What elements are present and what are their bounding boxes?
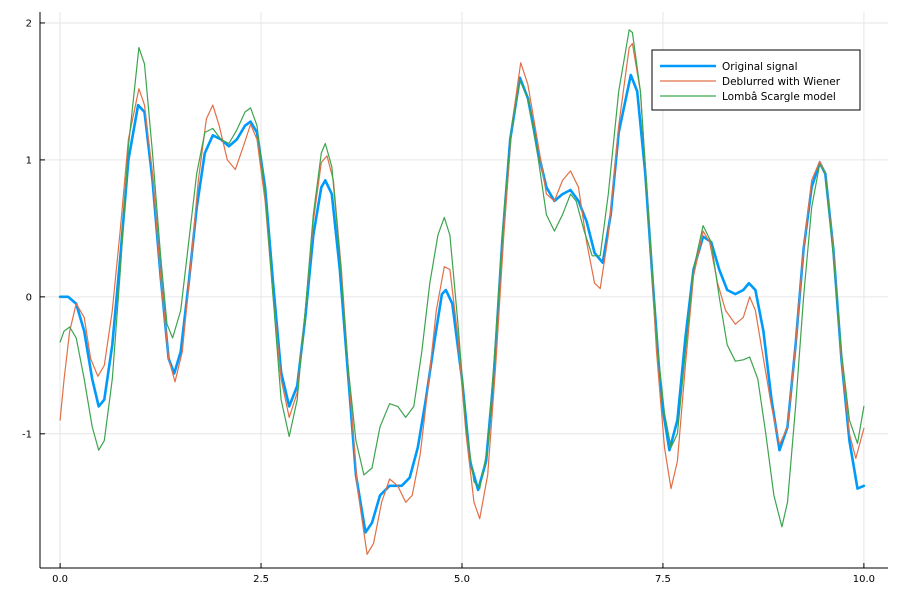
- x-tick-label-4: 10.0: [853, 574, 875, 585]
- x-tick-label-2: 5.0: [454, 574, 470, 585]
- legend-label-0: Original signal: [722, 61, 797, 73]
- grid-lines: [40, 12, 888, 568]
- y-tick-label-2: 1: [26, 155, 32, 166]
- series-line-2: [59, 29, 865, 528]
- legend: Original signal Deblurred with Wiener Lomb…: [651, 49, 861, 111]
- series-line-1: [59, 42, 865, 555]
- tick-labels: 0.0 2.5 5.0 7.5 10.0 -1 0 1 2: [22, 18, 875, 585]
- legend-label-1: Deblurred with Wiener: [722, 76, 841, 88]
- y-tick-label-3: 2: [26, 18, 32, 29]
- y-tick-label-1: 0: [26, 292, 32, 303]
- y-tick-label-0: -1: [22, 429, 32, 440]
- legend-label-2: Lombâ Scargle model: [722, 91, 836, 103]
- legend-box: [651, 49, 861, 111]
- axes: [39, 12, 888, 569]
- series-lines: [58, 29, 866, 555]
- x-tick-label-0: 0.0: [52, 574, 68, 585]
- x-tick-label-1: 2.5: [253, 574, 269, 585]
- x-tick-label-3: 7.5: [655, 574, 671, 585]
